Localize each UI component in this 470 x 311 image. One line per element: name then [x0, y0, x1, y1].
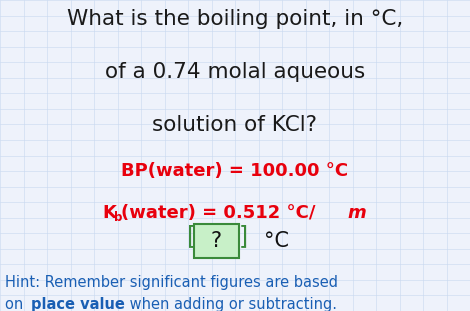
- Text: m: m: [348, 204, 367, 222]
- Text: of a 0.74 molal aqueous: of a 0.74 molal aqueous: [105, 62, 365, 82]
- Text: °C: °C: [264, 231, 290, 251]
- Text: ?: ?: [211, 231, 222, 251]
- Text: [: [: [187, 224, 196, 248]
- Text: (water) = 0.512 °C/: (water) = 0.512 °C/: [121, 204, 316, 222]
- Text: BP(water) = 100.00 °C: BP(water) = 100.00 °C: [121, 162, 349, 180]
- Text: What is the boiling point, in °C,: What is the boiling point, in °C,: [67, 9, 403, 29]
- Text: b: b: [114, 211, 123, 225]
- Text: Hint: Remember significant figures are based: Hint: Remember significant figures are b…: [5, 275, 338, 290]
- Text: ]: ]: [239, 224, 248, 248]
- Text: on: on: [5, 297, 28, 311]
- Text: when adding or subtracting.: when adding or subtracting.: [125, 297, 337, 311]
- Text: place value: place value: [31, 297, 125, 311]
- Text: solution of KCl?: solution of KCl?: [152, 115, 318, 135]
- FancyBboxPatch shape: [194, 224, 239, 258]
- Text: K: K: [102, 204, 117, 222]
